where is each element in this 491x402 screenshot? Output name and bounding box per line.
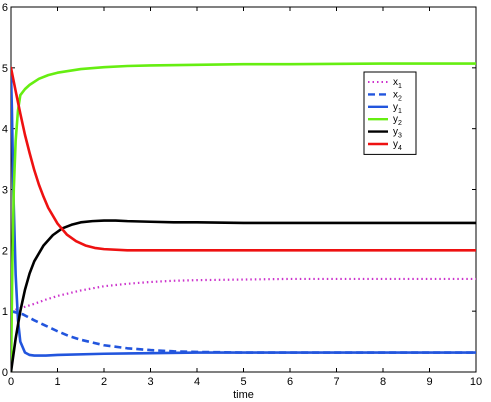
y-tick-label: 3: [2, 185, 8, 197]
legend-box: [363, 71, 417, 155]
x-axis-title: time: [233, 389, 254, 401]
x-tick-label: 8: [380, 376, 386, 388]
series-line-x2: [11, 309, 476, 354]
y-tick-label: 2: [2, 245, 8, 257]
x-tick-label: 10: [470, 376, 482, 388]
x-tick-label: 9: [426, 376, 432, 388]
series-line-y1: [11, 72, 476, 357]
x-tick-label: 6: [287, 376, 293, 388]
series-line-y3: [11, 219, 476, 372]
y-tick-label: 4: [2, 124, 8, 136]
y-tick-label: 6: [2, 2, 8, 14]
x-tick-label: 7: [333, 376, 339, 388]
x-tick-label: 4: [194, 376, 200, 388]
series-lines: [11, 62, 476, 372]
series-line-x1: [11, 277, 476, 313]
plot-area: [10, 6, 477, 373]
legend-label-y4: y4: [393, 139, 402, 152]
y-tick-label: 5: [2, 63, 8, 75]
series-line-y4: [11, 66, 476, 252]
x-tick-label: 1: [54, 376, 60, 388]
x-tick-label: 0: [8, 376, 14, 388]
legend-label-y1: y1: [393, 102, 402, 115]
y-tick-label: 0: [2, 367, 8, 379]
legend-label-x2: x2: [393, 89, 402, 102]
legend-label-y3: y3: [393, 127, 402, 140]
x-tick-label: 5: [240, 376, 246, 388]
legend-label-x1: x1: [393, 77, 402, 90]
y-tick-label: 1: [2, 306, 8, 318]
legend-label-y2: y2: [393, 114, 402, 127]
x-tick-label: 2: [101, 376, 107, 388]
x-tick-label: 3: [147, 376, 153, 388]
axis-ticks: 0 1 2 3 4 5 6 7 8 9 10 0 1 2 3 4 5 6: [2, 2, 482, 388]
series-line-y2: [11, 62, 476, 372]
